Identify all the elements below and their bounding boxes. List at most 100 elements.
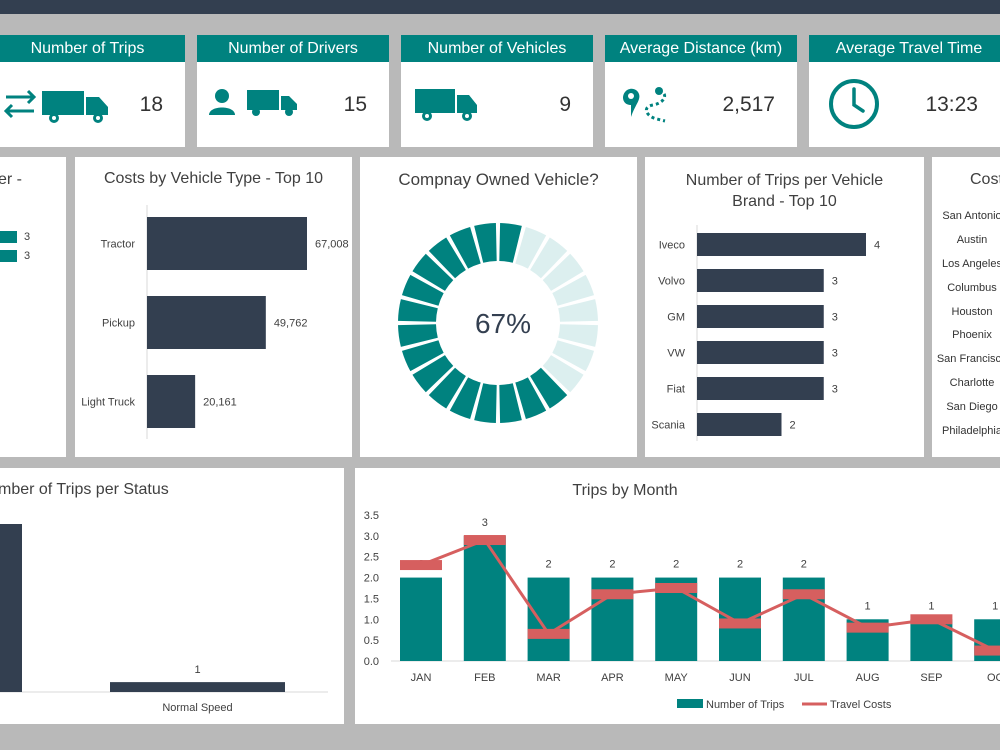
y-tick-label: 0.0 [364,656,379,668]
category-label: Fiat [667,384,685,396]
legend-label: Travel Costs [830,699,892,711]
data-label: 3 [832,276,838,288]
cost-marker [846,622,889,633]
bar [0,524,22,692]
data-label: 3 [832,312,838,324]
bar [400,577,442,661]
donut-segment [558,299,598,322]
category-label: Scania [651,420,686,432]
city-label: San Diego [946,401,998,413]
data-label: 1 [865,600,871,612]
category-label: Normal Speed [162,702,232,714]
data-label: 1 [928,600,934,612]
brand-chart: Iveco 4 Volvo 3 GM 3 VW 3 Fiat 3 Scania 2 [651,225,880,441]
bar [697,233,866,256]
data-label: 2 [737,559,743,571]
city-label: Charlotte [949,377,995,389]
city-label: Columbus [947,282,997,294]
cost-line [420,538,996,652]
bar [697,305,824,328]
cost-marker [782,589,825,600]
city-label: Philadelphia [942,425,1000,437]
kpi-value: 15 [343,93,367,116]
chart-title: mber of Trips per Status [0,481,169,498]
donut-segment [515,226,547,269]
x-tick-label: OC [987,672,1000,684]
y-tick-label: 2.5 [364,552,379,564]
data-label: 1 [194,664,200,676]
kpi-card-distance: Average Distance (km) 2,517 [605,35,797,147]
city-label: Los Angeles [942,258,1000,270]
x-tick-label: MAR [536,672,561,684]
trips-per-vehicle-brand-panel: Number of Trips per Vehicle Brand - Top … [645,157,924,457]
y-tick-label: 2.0 [364,573,379,585]
vehicle-type-chart: Tractor 67,008 Pickup 49,762 Light Truck 20,1… [81,205,349,439]
donut-segment [449,377,481,420]
cost-marker [655,583,698,593]
city-label: Austin [956,234,988,246]
y-tick-label: 1.0 [364,614,379,626]
chart-title: Costs by Vehicle Type - Top 10 [103,170,324,187]
costs-by-city-panel: Cost San Antonio Austin Los Angeles Colu… [932,157,1000,457]
y-tick-label: 3.5 [364,510,379,522]
cost-marker [591,589,634,600]
kpi-label: Number of Trips [0,35,185,62]
donut-segment [558,324,598,347]
y-tick-label: 0.5 [364,635,379,647]
trips-per-driver-panel: ver - 3 3 [0,157,66,457]
company-owned-vehicle-panel: Compnay Owned Vehicle? 67% [360,157,637,457]
x-tick-label: JUN [729,672,750,684]
city-label: San Francisco [936,353,1000,365]
donut-chart: 67% [398,223,598,423]
cost-marker [463,535,506,546]
donut-segment [474,223,497,263]
cost-marker [719,618,761,629]
donut-segment [428,367,466,409]
donut-segment [499,383,522,423]
data-label: 3 [832,384,838,396]
chart-title: Compnay Owned Vehicle? [398,170,599,189]
bar [697,377,824,400]
city-label: Houston [951,306,993,318]
city-label: San Antonio [942,210,1000,222]
x-tick-label: JUL [794,672,814,684]
donut-segment [530,237,568,279]
cost-marker [910,614,953,625]
data-label: 4 [874,240,880,252]
data-label: 2 [609,559,615,571]
donut-segment [398,324,438,347]
x-tick-label: SEP [920,672,942,684]
cost-marker [400,560,442,571]
y-tick-label: 1.5 [364,593,379,605]
data-label: 3 [482,517,488,529]
donut-segment [499,223,522,263]
driver-bar [0,250,17,262]
data-label: 2 [673,559,679,571]
donut-segment [412,355,454,393]
costs-by-vehicle-type-panel: Costs by Vehicle Type - Top 10 Tractor 67… [75,157,352,457]
clock-icon [829,79,879,129]
x-tick-label: JAN [411,672,432,684]
category-label: Tractor [101,239,136,251]
chart-title-line: Number of Trips per Vehicle [685,172,884,189]
x-tick-label: MAY [665,672,689,684]
category-label: GM [667,312,685,324]
bar [697,269,824,292]
donut-segment [552,274,595,306]
category-label: VW [667,348,685,360]
chart-title: Number of Trips per Vehicle Brand - Top … [645,170,924,212]
truck-arrows-icon [4,89,108,123]
bar [147,217,307,270]
kpi-value: 18 [139,93,163,116]
donut-segment [401,274,444,306]
donut-segment [515,377,547,420]
donut-segment [542,355,584,393]
data-label: 2 [546,559,552,571]
cost-marker [527,628,570,639]
kpi-value: 13:23 [925,93,978,116]
x-tick-label: AUG [856,672,880,684]
panel-title: Cost [970,171,1000,188]
kpi-value: 2,517 [722,93,775,116]
donut-segment [552,340,595,372]
kpi-label: Average Travel Time [809,35,1000,62]
